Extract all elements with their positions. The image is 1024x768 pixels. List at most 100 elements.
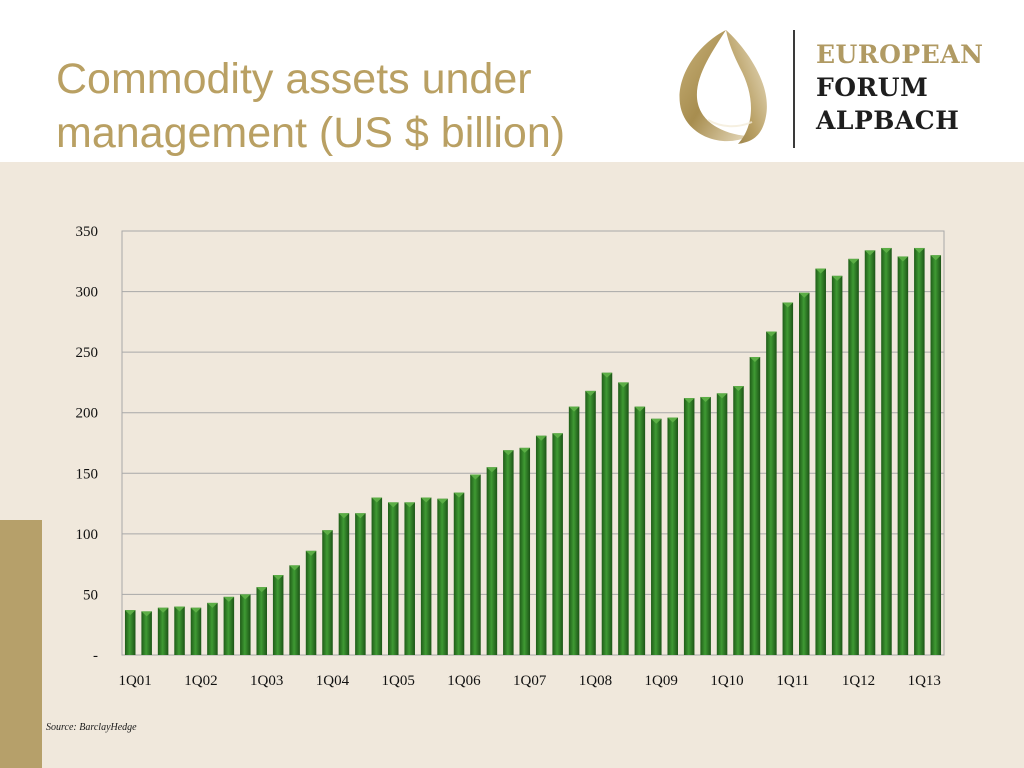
bar-cap bbox=[881, 247, 892, 253]
bar-2Q04 bbox=[338, 513, 350, 655]
side-accent-bar bbox=[0, 520, 42, 768]
x-tick-label: 1Q11 bbox=[776, 673, 809, 689]
bar-cap bbox=[371, 497, 383, 503]
x-tick-label: 1Q06 bbox=[447, 673, 481, 689]
bar-1Q05 bbox=[388, 502, 399, 655]
bar-cap bbox=[141, 611, 152, 617]
y-tick-label: - bbox=[93, 648, 98, 664]
bar-2Q07 bbox=[535, 435, 547, 655]
bar-cap bbox=[223, 596, 235, 602]
logo-line-european: EUROPEAN bbox=[816, 40, 984, 69]
bar-1Q09 bbox=[651, 418, 662, 655]
bar-3Q06 bbox=[486, 467, 498, 655]
bar-cap bbox=[486, 467, 498, 473]
slide-title: Commodity assets under management (US $ … bbox=[56, 55, 566, 157]
bar-4Q03 bbox=[305, 550, 317, 655]
bar-cap bbox=[256, 587, 267, 593]
bar-1Q11 bbox=[782, 302, 794, 655]
x-tick-label: 1Q10 bbox=[710, 673, 743, 689]
bar-4Q09 bbox=[700, 396, 711, 655]
bar-1Q13 bbox=[914, 247, 925, 655]
bar-4Q06 bbox=[503, 450, 514, 655]
bar-4Q05 bbox=[437, 498, 448, 655]
bar-cap bbox=[601, 372, 613, 378]
bar-2Q09 bbox=[667, 417, 678, 655]
bar-cap bbox=[667, 417, 678, 423]
bar-cap bbox=[388, 502, 399, 508]
bar-cap bbox=[174, 606, 185, 612]
bar-cap bbox=[355, 513, 366, 519]
y-tick-label: 300 bbox=[76, 285, 99, 301]
bar-3Q07 bbox=[552, 433, 563, 655]
bar-3Q10 bbox=[749, 356, 761, 655]
x-tick-label: 1Q13 bbox=[908, 673, 941, 689]
bar-cap bbox=[420, 497, 432, 503]
bar-3Q08 bbox=[618, 382, 629, 655]
bar-1Q03 bbox=[256, 587, 267, 655]
bar-cap bbox=[240, 594, 251, 600]
bar-3Q05 bbox=[420, 497, 432, 655]
bar-1Q08 bbox=[585, 390, 596, 655]
bar-3Q02 bbox=[223, 596, 235, 655]
bar-cap bbox=[503, 450, 514, 456]
bar-cap bbox=[634, 406, 646, 412]
y-axis-ticks: - 50 100 150 200 250 300 350 bbox=[76, 224, 99, 664]
bar-cap bbox=[651, 418, 662, 424]
bar-cap bbox=[700, 396, 711, 402]
x-tick-label: 1Q08 bbox=[579, 673, 612, 689]
bar-cap bbox=[716, 393, 728, 399]
bar-cap bbox=[124, 610, 136, 616]
bar-4Q02 bbox=[240, 594, 251, 655]
bar-4Q04 bbox=[371, 497, 383, 655]
bar-cap bbox=[470, 474, 481, 480]
bar-cap bbox=[305, 550, 317, 556]
bars bbox=[124, 247, 942, 655]
mobius-ribbon-icon bbox=[679, 30, 767, 144]
bar-3Q11 bbox=[815, 268, 826, 655]
bar-cap bbox=[322, 530, 333, 536]
bar-2Q03 bbox=[272, 575, 284, 655]
bar-1Q07 bbox=[519, 447, 531, 655]
bar-1Q02 bbox=[190, 607, 202, 655]
bar-1Q04 bbox=[322, 530, 333, 655]
bar-4Q12 bbox=[897, 256, 909, 655]
x-tick-label: 1Q04 bbox=[316, 673, 350, 689]
x-tick-label: 1Q07 bbox=[513, 673, 547, 689]
bar-cap bbox=[930, 255, 942, 261]
bar-2Q06 bbox=[470, 474, 481, 655]
logo-line-forum: FORUM bbox=[816, 73, 929, 102]
bar-4Q08 bbox=[634, 406, 646, 655]
bar-3Q01 bbox=[157, 607, 169, 655]
x-axis-ticks: 1Q01 1Q02 1Q03 1Q04 1Q05 1Q06 1Q07 1Q08 1Q09 1Q10… bbox=[118, 673, 940, 689]
bar-1Q01 bbox=[124, 610, 136, 655]
bar-4Q07 bbox=[568, 406, 580, 655]
x-tick-label: 1Q12 bbox=[842, 673, 875, 689]
bar-cap bbox=[749, 356, 761, 362]
bar-2Q12 bbox=[864, 250, 876, 655]
bar-cap bbox=[782, 302, 794, 308]
bar-4Q01 bbox=[174, 606, 185, 655]
bar-cap bbox=[552, 433, 563, 439]
source-note: Source: BarclayHedge bbox=[46, 722, 137, 733]
bar-cap bbox=[568, 406, 580, 412]
y-tick-label: 350 bbox=[76, 224, 99, 240]
bar-cap bbox=[766, 331, 777, 337]
bar-cap bbox=[207, 602, 218, 608]
bar-cap bbox=[848, 258, 859, 264]
bar-1Q06 bbox=[453, 492, 465, 655]
x-tick-label: 1Q02 bbox=[184, 673, 217, 689]
bar-3Q03 bbox=[289, 565, 300, 655]
bar-3Q09 bbox=[683, 398, 695, 655]
bar-3Q04 bbox=[355, 513, 366, 655]
bar-2Q02 bbox=[207, 602, 218, 655]
bar-cap bbox=[733, 386, 744, 392]
bar-cap bbox=[864, 250, 876, 256]
bar-cap bbox=[519, 447, 531, 453]
bar-cap bbox=[190, 607, 202, 613]
slide-header: Commodity assets under management (US $ … bbox=[0, 0, 1024, 162]
bar-cap bbox=[914, 247, 925, 253]
y-tick-label: 50 bbox=[83, 587, 98, 603]
bar-cap bbox=[338, 513, 350, 519]
x-tick-label: 1Q01 bbox=[118, 673, 151, 689]
